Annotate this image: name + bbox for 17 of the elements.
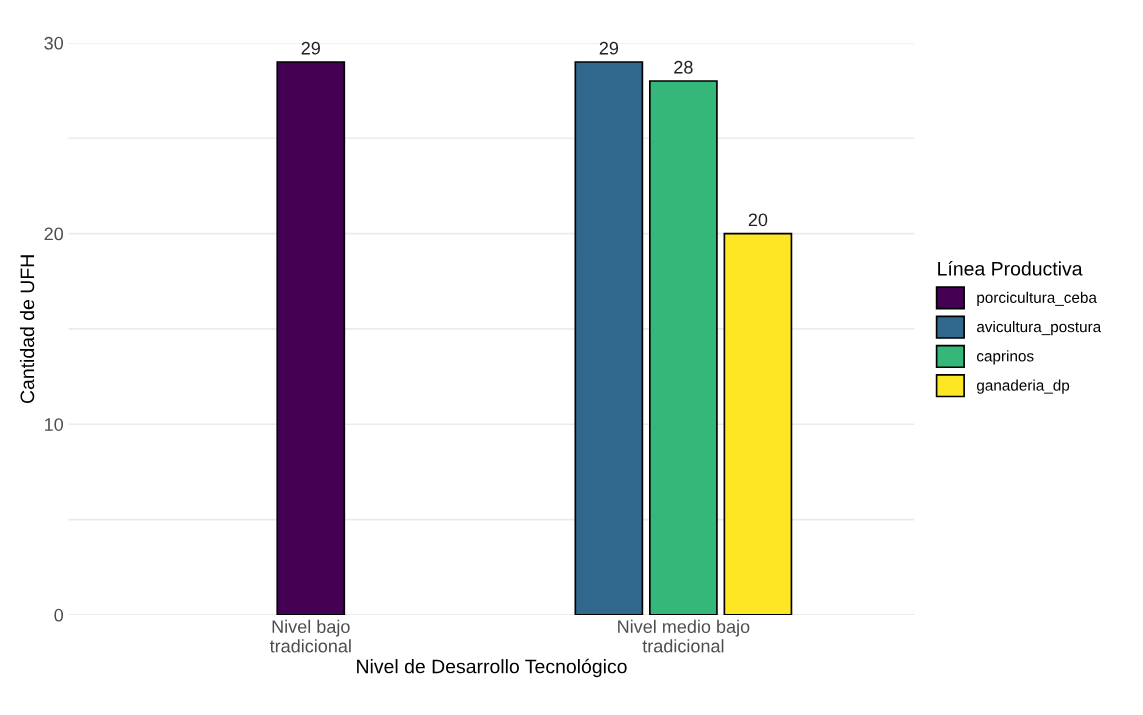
legend-label: caprinos (976, 350, 1034, 365)
legend-label: avicultura_postura (976, 321, 1102, 336)
legend-label: porcicultura_ceba (977, 291, 1097, 306)
data-label: 28 (674, 60, 693, 74)
y-tick-label: 30 (44, 36, 64, 50)
x-tick-label: Nivel medio bajo tradicional (618, 619, 750, 653)
legend-title: Línea Productiva (938, 261, 1083, 276)
y-tick-label: 0 (54, 608, 64, 622)
x-axis-title: Nivel de Desarrollo Tecnológico (357, 658, 627, 678)
data-label: 29 (301, 41, 320, 55)
y-axis-title: Cantidad de UFH (19, 255, 35, 404)
legend-label: ganaderia_dp (976, 379, 1070, 394)
y-tick-label: 20 (44, 227, 64, 241)
x-tick-label: Nivel bajo tradicional (269, 619, 351, 653)
y-tick-label: 10 (45, 418, 64, 431)
data-label: 20 (748, 213, 768, 227)
data-label: 29 (599, 41, 619, 55)
